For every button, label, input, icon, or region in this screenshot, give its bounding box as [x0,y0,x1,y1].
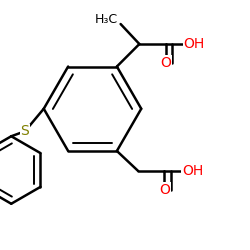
Text: O: O [160,56,171,70]
Text: H₃C: H₃C [95,12,118,26]
Text: OH: OH [183,37,204,51]
Text: OH: OH [182,164,203,178]
Text: O: O [159,183,170,197]
Text: S: S [20,124,30,138]
